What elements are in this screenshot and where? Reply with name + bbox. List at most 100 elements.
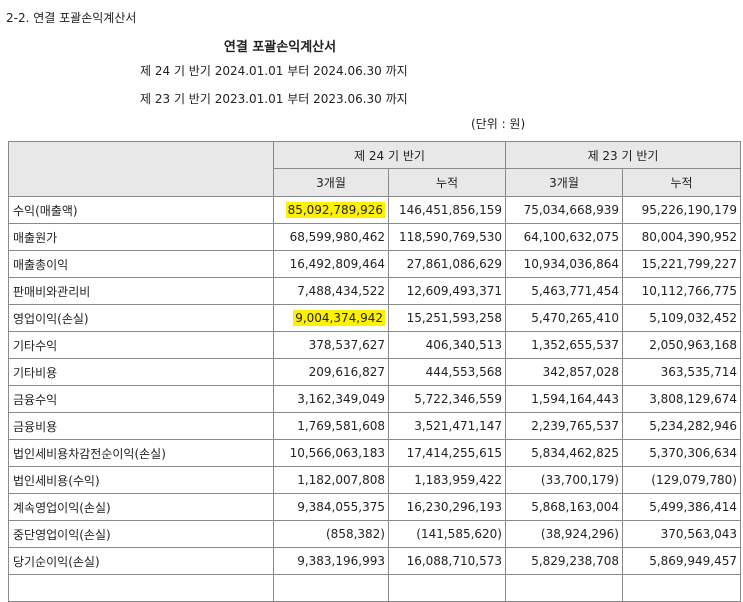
cell-value: 64,100,632,075 (523, 230, 619, 244)
header-row-subperiods: 3개월 누적 3개월 누적 (9, 168, 741, 197)
value-cell: 95,226,190,179 (622, 196, 741, 224)
row-label: 계속영업이익(손실) (8, 493, 274, 521)
value-cell: 85,092,789,926 (273, 196, 389, 224)
unit-label: (단위 : 원) (471, 117, 526, 131)
row-label: 중단영업이익(손실) (8, 520, 274, 548)
table-row: 판매비와관리비 7,488,434,522 12,609,493,371 5,463,… (8, 277, 741, 305)
value-cell: 16,492,809,464 (273, 250, 389, 278)
cell-value: (858,382) (326, 527, 385, 541)
cell-value: 406,340,513 (425, 338, 502, 352)
value-cell: (129,079,780) (622, 466, 741, 494)
row-label: 법인세비용차감전순이익(손실) (8, 439, 274, 467)
header-period-current: 제 24 기 반기 (273, 141, 506, 169)
header-3month-current: 3개월 (273, 168, 389, 197)
cell-value: 10,112,766,775 (641, 284, 737, 298)
cell-value: 5,868,163,004 (531, 500, 619, 514)
table-row: 법인세비용차감전순이익(손실) 10,566,063,183 17,414,255,… (8, 439, 741, 467)
value-cell (622, 574, 741, 602)
value-cell: 16,088,710,573 (388, 547, 506, 575)
value-cell: (858,382) (273, 520, 389, 548)
cell-value: (33,700,179) (540, 473, 619, 487)
value-cell: 5,463,771,454 (505, 277, 623, 305)
value-cell: 5,109,032,452 (622, 304, 741, 332)
cell-value: 16,492,809,464 (289, 257, 385, 271)
header-row-periods: 제 24 기 반기 제 23 기 반기 (8, 141, 741, 197)
value-cell: 80,004,390,952 (622, 223, 741, 251)
value-cell: 75,034,668,939 (505, 196, 623, 224)
value-cell: 9,383,196,993 (273, 547, 389, 575)
table-row: 금융비용 1,769,581,608 3,521,471,147 2,239,765,… (8, 412, 741, 440)
value-cell: 5,868,163,004 (505, 493, 623, 521)
cell-value: 1,352,655,537 (531, 338, 619, 352)
row-label: 기타비용 (8, 358, 274, 386)
cell-value: 5,470,265,410 (531, 311, 619, 325)
cell-value: 1,182,007,808 (297, 473, 385, 487)
value-cell: 5,234,282,946 (622, 412, 741, 440)
value-cell: 146,451,856,159 (388, 196, 506, 224)
document-title: 연결 포괄손익계산서 (223, 40, 337, 55)
value-cell: 16,230,296,193 (388, 493, 506, 521)
header-cumulative-prior: 누적 (622, 168, 741, 197)
table-row: 매출원가 68,599,980,462 118,590,769,530 64,100,… (8, 223, 741, 251)
cell-value: 5,722,346,559 (414, 392, 502, 406)
value-cell (505, 574, 623, 602)
cell-value: 118,590,769,530 (398, 230, 502, 244)
row-label: 당기순이익(손실) (8, 547, 274, 575)
table-row: 영업이익(손실) 9,004,374,942 15,251,593,258 5,470… (8, 304, 741, 332)
cell-value: 9,384,055,375 (297, 500, 385, 514)
table-row: 매출총이익 16,492,809,464 27,861,086,629 10,934,… (8, 250, 741, 278)
value-cell (388, 574, 506, 602)
cell-value: 2,239,765,537 (531, 419, 619, 433)
cell-value: 12,609,493,371 (406, 284, 502, 298)
section-label: 2-2. 연결 포괄손익계산서 (6, 11, 137, 25)
cell-value: 7,488,434,522 (297, 284, 385, 298)
cell-value: 5,869,949,457 (649, 554, 737, 568)
header-3month-prior: 3개월 (505, 168, 623, 197)
cell-value: 2,050,963,168 (649, 338, 737, 352)
row-label: 영업이익(손실) (8, 304, 274, 332)
period-current: 제 24 기 반기 2024.01.01 부터 2024.06.30 까지 (140, 64, 408, 78)
value-cell: 370,563,043 (622, 520, 741, 548)
cell-value: 5,234,282,946 (649, 419, 737, 433)
cell-value: 3,162,349,049 (297, 392, 385, 406)
value-cell: 1,769,581,608 (273, 412, 389, 440)
cell-value: 5,499,386,414 (649, 500, 737, 514)
value-cell: 5,499,386,414 (622, 493, 741, 521)
value-cell: 9,384,055,375 (273, 493, 389, 521)
value-cell: 363,535,714 (622, 358, 741, 386)
value-cell: 406,340,513 (388, 331, 506, 359)
row-label: 금융비용 (8, 412, 274, 440)
value-cell: 444,553,568 (388, 358, 506, 386)
cell-value: 10,566,063,183 (289, 446, 385, 460)
row-label: 매출원가 (8, 223, 274, 251)
value-cell: 2,050,963,168 (622, 331, 741, 359)
cell-value: 5,834,462,825 (531, 446, 619, 460)
value-cell: 15,251,593,258 (388, 304, 506, 332)
header-blank (8, 141, 274, 197)
value-cell: 5,834,462,825 (505, 439, 623, 467)
value-cell: (38,924,296) (505, 520, 623, 548)
row-label: 기타수익 (8, 331, 274, 359)
cell-value: 209,616,827 (308, 365, 385, 379)
cell-value: 5,109,032,452 (649, 311, 737, 325)
value-cell: 64,100,632,075 (505, 223, 623, 251)
value-cell: 378,537,627 (273, 331, 389, 359)
value-cell: 3,808,129,674 (622, 385, 741, 413)
cell-value: 342,857,028 (542, 365, 619, 379)
value-cell: 10,566,063,183 (273, 439, 389, 467)
row-label: 수익(매출액) (8, 196, 274, 224)
value-cell: 27,861,086,629 (388, 250, 506, 278)
value-cell: 1,182,007,808 (273, 466, 389, 494)
value-cell: 15,221,799,227 (622, 250, 741, 278)
highlighted-value: 9,004,374,942 (293, 310, 385, 326)
cell-value: 68,599,980,462 (289, 230, 385, 244)
row-label: 판매비와관리비 (8, 277, 274, 305)
cell-value: 75,034,668,939 (523, 203, 619, 217)
cell-value: 3,521,471,147 (414, 419, 502, 433)
value-cell: 5,829,238,708 (505, 547, 623, 575)
value-cell: 68,599,980,462 (273, 223, 389, 251)
cell-value: 10,934,036,864 (523, 257, 619, 271)
value-cell: 12,609,493,371 (388, 277, 506, 305)
value-cell: 1,594,164,443 (505, 385, 623, 413)
cell-value: 3,808,129,674 (649, 392, 737, 406)
